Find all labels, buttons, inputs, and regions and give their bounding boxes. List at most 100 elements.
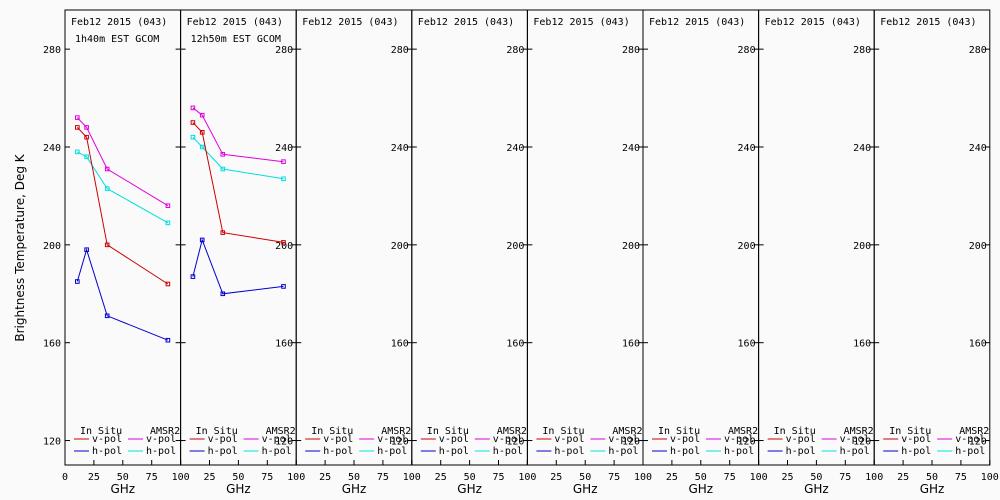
panel-subtitle: 12h50m EST GCOM <box>191 34 281 45</box>
x-tick-label: 25 <box>435 472 447 483</box>
x-tick-label: 50 <box>695 472 707 483</box>
y-tick-label: 240 <box>738 143 756 154</box>
y-tick-label: 240 <box>391 143 409 154</box>
legend-label-v_pol_insitu: v-pol <box>786 434 816 445</box>
x-tick-label: 100 <box>981 472 999 483</box>
panel-7: Feb12 2015 (043) 120 160 200 240 280 25 50 75 100… <box>758 9 883 496</box>
data-point-v_pol_amsr2 <box>199 112 205 118</box>
x-axis-label: GHz <box>920 482 945 496</box>
x-tick-label: 50 <box>232 472 244 483</box>
panel-5: Feb12 2015 (043) 120 160 200 240 280 25 50 75 100… <box>526 9 652 496</box>
data-point-v_pol_amsr2 <box>165 203 171 208</box>
legend-label-v_pol_amsr2: v-pol <box>493 434 523 445</box>
series-line-v_pol_insitu <box>192 122 284 243</box>
x-tick-label: 50 <box>117 472 129 483</box>
legend-header-amsr2: AMSR2 <box>728 426 758 437</box>
panel-frame <box>180 9 297 466</box>
legend-header-amsr2: AMSR2 <box>959 426 989 437</box>
x-tick-label: 100 <box>865 472 883 483</box>
x-tick-label: 75 <box>839 472 851 483</box>
series-line-h_pol_amsr2 <box>77 151 169 224</box>
legend-header-insitu: In Situ <box>427 426 469 437</box>
y-tick-label: 120 <box>853 437 871 448</box>
x-axis-label: GHz <box>804 482 829 496</box>
data-point-h_pol_insitu <box>199 237 205 243</box>
legend-label-v_pol_amsr2: v-pol <box>840 434 870 445</box>
legend-label-h_pol_insitu: h-pol <box>786 446 816 457</box>
panel-8: Feb12 2015 (043) 120 160 200 240 280 25 50 75 100… <box>873 9 999 496</box>
panel-title: Feb12 2015 (043) <box>71 17 167 28</box>
data-point-h_pol_amsr2 <box>281 176 286 182</box>
y-tick-label: 120 <box>738 437 756 448</box>
data-point-v_pol_amsr2 <box>84 125 89 130</box>
y-tick-label: 200 <box>969 241 987 252</box>
panel-frame <box>873 9 991 466</box>
legend-label-v_pol_insitu: v-pol <box>554 434 584 445</box>
data-point-v_pol_insitu <box>220 230 226 235</box>
legend-header-insitu: In Situ <box>311 426 353 437</box>
y-tick-label: 280 <box>738 45 756 56</box>
data-point-h_pol_amsr2 <box>220 166 226 172</box>
data-point-h_pol_insitu <box>190 274 196 279</box>
legend-label-h_pol_amsr2: h-pol <box>377 446 407 457</box>
x-tick-label: 75 <box>146 472 158 483</box>
panel-6: Feb12 2015 (043) 120 160 200 240 280 25 50 75 100… <box>642 9 768 496</box>
data-point-v_pol_insitu <box>281 240 286 245</box>
panel-title: Feb12 2015 (043) <box>533 17 629 28</box>
panel-frame <box>758 9 875 466</box>
legend-label-h_pol_amsr2: h-pol <box>840 446 870 457</box>
y-tick-label: 120 <box>506 437 524 448</box>
legend-label-h_pol_insitu: h-pol <box>554 446 584 457</box>
y-tick-label: 240 <box>506 143 524 154</box>
panel-frame <box>526 9 644 466</box>
legend-label-v_pol_amsr2: v-pol <box>377 434 407 445</box>
data-point-v_pol_amsr2 <box>281 159 286 164</box>
series-line-v_pol_insitu <box>76 127 169 285</box>
data-point-v_pol_amsr2 <box>104 166 110 172</box>
y-tick-label: 240 <box>275 143 293 154</box>
legend-label-v_pol_insitu: v-pol <box>323 434 353 445</box>
data-point-v_pol_insitu <box>165 281 171 287</box>
x-tick-label: 100 <box>172 472 190 483</box>
x-tick-label: 75 <box>261 472 273 483</box>
series-line-h_pol_insitu <box>192 238 284 295</box>
legend-label-v_pol_amsr2: v-pol <box>262 434 292 445</box>
legend-header-amsr2: AMSR2 <box>844 426 874 437</box>
legend-header-insitu: In Situ <box>196 426 238 437</box>
x-tick-label: 25 <box>666 472 678 483</box>
legend-label-h_pol_amsr2: h-pol <box>955 446 985 457</box>
x-tick-label: 75 <box>377 472 389 483</box>
series-line-v_pol_amsr2 <box>192 107 284 163</box>
legend-header-amsr2: AMSR2 <box>612 426 642 437</box>
panels: Feb12 2015 (043) 1h40m EST GCOM 120 160 200 2… <box>43 9 999 496</box>
x-tick-label: 50 <box>348 472 360 483</box>
x-tick-label: 100 <box>750 472 768 483</box>
data-point-h_pol_insitu <box>281 284 286 289</box>
panel-2: Feb12 2015 (043) 12h50m EST GCOM 120 160 200… <box>180 9 305 496</box>
x-tick-label: 50 <box>810 472 822 483</box>
y-tick-label: 160 <box>622 339 640 350</box>
data-point-h_pol_insitu <box>165 337 171 343</box>
data-point-h_pol_insitu <box>75 279 80 284</box>
data-point-h_pol_amsr2 <box>190 134 196 140</box>
x-axis-label: GHz <box>110 482 135 496</box>
legend-label-v_pol_insitu: v-pol <box>670 434 700 445</box>
data-point-v_pol_insitu <box>190 120 196 125</box>
panel-frame <box>295 9 413 466</box>
x-axis-label: GHz <box>226 482 251 496</box>
legend-label-h_pol_amsr2: h-pol <box>724 446 754 457</box>
panel-title: Feb12 2015 (043) <box>302 17 398 28</box>
y-axis-label: Brightness Temperature, Deg K <box>13 153 27 341</box>
legend-label-h_pol_amsr2: h-pol <box>493 446 523 457</box>
x-tick-label: 100 <box>518 472 536 483</box>
legend-header-amsr2: AMSR2 <box>266 426 296 437</box>
legend-header-insitu: In Situ <box>889 426 931 437</box>
x-tick-label: 50 <box>464 472 476 483</box>
panel-title: Feb12 2015 (043) <box>880 17 976 28</box>
x-tick-label: 0 <box>62 472 68 483</box>
data-point-h_pol_insitu <box>220 291 226 297</box>
